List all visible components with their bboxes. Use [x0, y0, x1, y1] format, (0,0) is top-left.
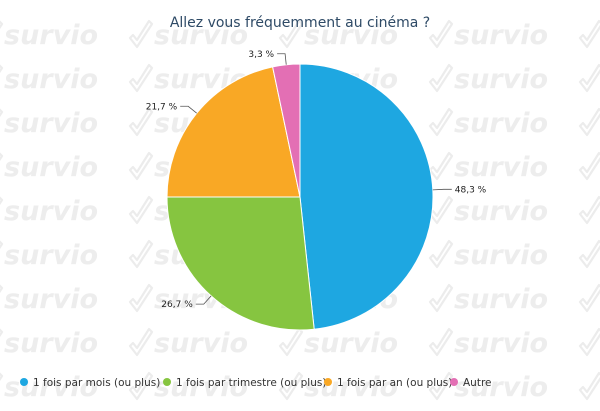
legend-item[interactable]: 1 fois par trimestre (ou plus): [163, 377, 326, 389]
label-connector: [432, 188, 452, 191]
pie-slice[interactable]: [166, 66, 301, 198]
legend: 1 fois par mois (ou plus) 1 fois par trim…: [20, 377, 492, 389]
pie-slice[interactable]: [166, 196, 315, 331]
legend-marker: [163, 378, 171, 386]
pie-slices: [166, 63, 434, 331]
legend-marker: [324, 378, 332, 386]
legend-marker: [20, 378, 28, 386]
legend-label: 1 fois par mois (ou plus): [33, 377, 160, 389]
legend-item[interactable]: Autre: [450, 377, 492, 389]
legend-item[interactable]: 1 fois par an (ou plus): [324, 377, 452, 389]
legend-marker: [450, 378, 458, 386]
data-labels: 48,3 % 26,7 % 21,7 % 3,3 %: [146, 50, 487, 310]
label-connector: [277, 53, 287, 65]
data-label: 3,3 %: [248, 50, 274, 60]
legend-label: 1 fois par trimestre (ou plus): [176, 377, 326, 389]
legend-item[interactable]: 1 fois par mois (ou plus): [20, 377, 160, 389]
chart-title: Allez vous fréquemment au cinéma ?: [170, 15, 430, 31]
label-connector: [180, 105, 197, 114]
data-label: 48,3 %: [455, 185, 487, 195]
label-connector: [195, 295, 212, 305]
legend-label: Autre: [463, 377, 492, 389]
pie-slice[interactable]: [299, 63, 434, 330]
legend-label: 1 fois par an (ou plus): [337, 377, 452, 389]
data-label: 21,7 %: [146, 102, 178, 112]
data-label: 26,7 %: [161, 300, 193, 310]
